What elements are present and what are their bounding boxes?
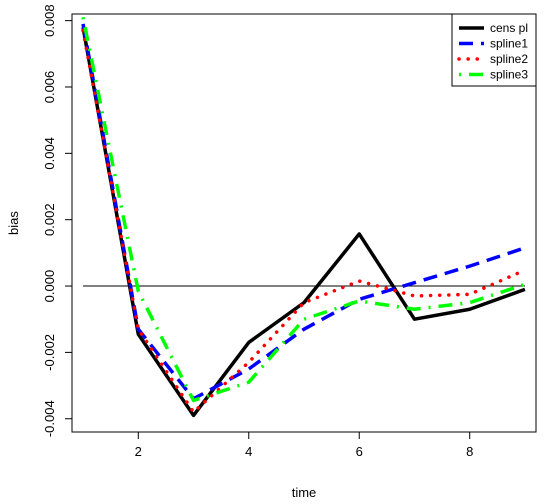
legend-label: spline3 (490, 68, 528, 82)
y-axis-title: bias (6, 211, 21, 235)
y-tick-label: 0.002 (42, 203, 57, 236)
series-line-spline2 (81, 28, 527, 414)
legend-label: spline1 (490, 37, 528, 51)
y-tick-label: 0.004 (42, 137, 57, 170)
legend-label: spline2 (490, 52, 528, 66)
x-tick-label: 4 (245, 444, 252, 459)
x-tick-label: 8 (466, 444, 473, 459)
y-tick-label: 0.008 (42, 4, 57, 37)
y-tick-label: 0.000 (42, 270, 57, 303)
series-lines (81, 16, 527, 418)
y-tick-label: -0.002 (42, 334, 57, 371)
legend-box (451, 13, 537, 87)
y-tick-label: 0.006 (42, 71, 57, 104)
axes: 2 4 6 8 -0.004 -0.002 0.000 0.002 0.004 0.006 0.00… (6, 4, 537, 500)
x-axis-title: time (292, 485, 317, 500)
plot-box (71, 13, 537, 433)
series-line-cens-pl (81, 26, 526, 418)
series-line-spline3 (81, 16, 526, 403)
y-tick-label: -0.004 (42, 400, 57, 437)
legend-label: cens pl (490, 21, 528, 35)
x-tick-label: 6 (356, 444, 363, 459)
series-line-spline1 (81, 23, 526, 401)
x-tick-label: 2 (135, 444, 142, 459)
